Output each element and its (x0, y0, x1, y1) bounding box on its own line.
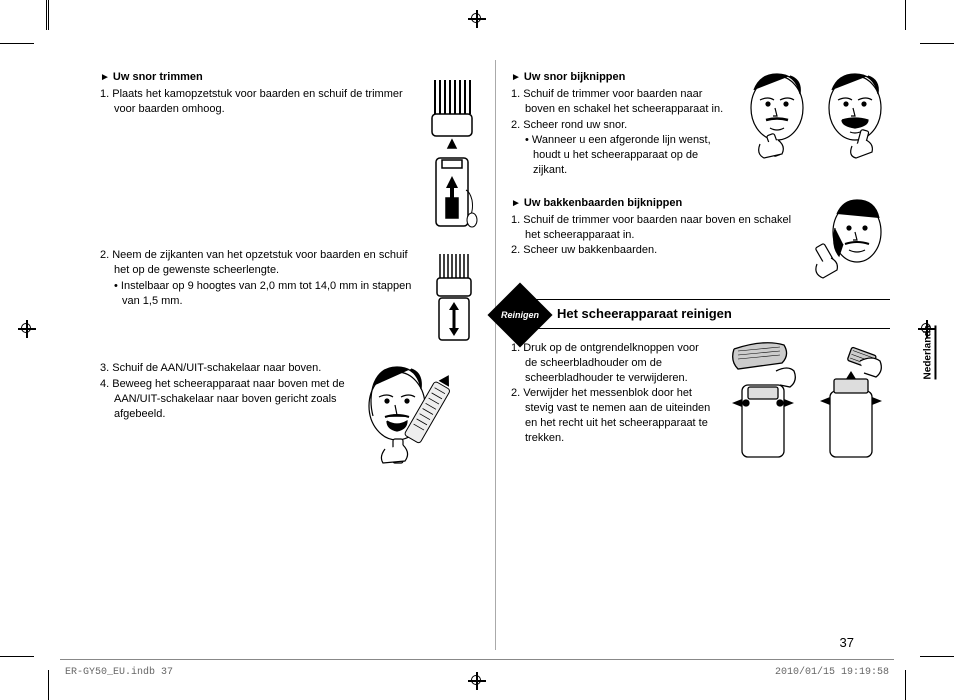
section-heading: ►Uw bakkenbaarden bijknippen (511, 196, 805, 211)
section-banner: Reinigen Het scheerapparaat reinigen (511, 299, 890, 329)
right-section-3: 1. Druk op de ontgrendelknoppen voor de … (511, 341, 890, 461)
footer-timestamp: 2010/01/15 19:19:58 (775, 667, 889, 678)
list-item: 4. Beweeg het scheerapparaat naar boven … (100, 377, 349, 422)
right-section-2: ►Uw bakkenbaarden bijknippen 1. Schuif d… (511, 196, 890, 281)
list-item: 1. Plaats het kamopzetstuk voor baarden … (100, 87, 414, 117)
language-tab: Nederlands (922, 325, 936, 379)
list-item: 3. Schuif de AAN/UIT-schakelaar naar bov… (100, 361, 349, 376)
list-item: 1. Schuif de trimmer voor baarden naar b… (511, 87, 732, 117)
illustration-sideburn (815, 196, 890, 281)
illustration-cleaning (724, 341, 890, 461)
left-column: ►Uw snor trimmen 1. Plaats het kamopzets… (100, 70, 495, 600)
illustration-adjust (429, 248, 479, 343)
list-item: 2. Verwijder het messenblok door het ste… (511, 386, 714, 445)
right-column: ►Uw snor bijknippen 1. Schuif de trimmer… (495, 70, 890, 600)
illustration-comb-attach (424, 70, 479, 230)
section-heading: ►Uw snor trimmen (100, 70, 414, 85)
banner-diamond-icon: Reinigen (487, 282, 552, 347)
bullet-item: • Wanneer u een afgeronde lijn wenst, ho… (511, 133, 732, 178)
list-item: 1. Druk op de ontgrendelknoppen voor de … (511, 341, 714, 386)
bullet-item: • Instelbaar op 9 hoogtes van 2,0 mm tot… (100, 279, 419, 309)
heading-text: Uw bakkenbaarden bijknippen (524, 197, 682, 209)
heading-text: Uw snor trimmen (113, 71, 203, 83)
right-section-1: ►Uw snor bijknippen 1. Schuif de trimmer… (511, 70, 890, 178)
column-divider (495, 60, 496, 650)
footer-line (60, 659, 894, 660)
page-number: 37 (840, 635, 854, 650)
list-item: 1. Schuif de trimmer voor baarden naar b… (511, 213, 805, 243)
left-section-3: 3. Schuif de AAN/UIT-schakelaar naar bov… (100, 361, 479, 466)
heading-text: Uw snor bijknippen (524, 71, 625, 83)
page-content: ►Uw snor trimmen 1. Plaats het kamopzets… (100, 70, 890, 600)
list-item: 2. Scheer rond uw snor. (511, 118, 732, 133)
list-item: 2. Neem de zijkanten van het opzetstuk v… (100, 248, 419, 278)
illustration-moustache-trim (742, 70, 890, 178)
left-section-2: 2. Neem de zijkanten van het opzetstuk v… (100, 248, 479, 343)
footer-filename: ER-GY50_EU.indb 37 (65, 667, 173, 678)
banner-tag: Reinigen (501, 310, 539, 320)
section-heading: ►Uw snor bijknippen (511, 70, 732, 85)
illustration-face-trim (359, 361, 479, 466)
list-item: 2. Scheer uw bakkenbaarden. (511, 243, 805, 258)
left-section-1: ►Uw snor trimmen 1. Plaats het kamopzets… (100, 70, 479, 230)
